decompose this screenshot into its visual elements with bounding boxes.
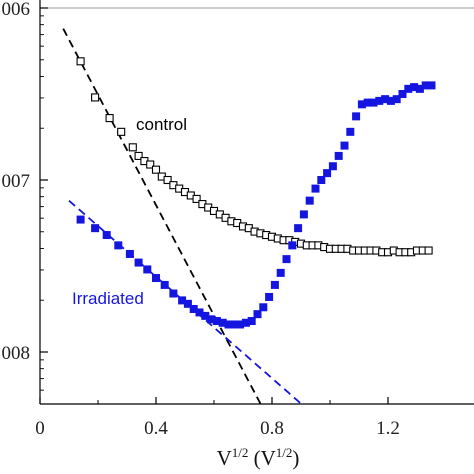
fit-lines xyxy=(62,28,302,405)
x-axis-title-unit-close: ) xyxy=(292,446,299,470)
irradiated-point xyxy=(346,127,355,136)
x-axis-title-sup: 1/2 xyxy=(232,445,249,460)
control-point xyxy=(105,114,114,123)
control-point xyxy=(163,175,172,185)
irradiated-point xyxy=(195,308,204,317)
irradiated-point xyxy=(299,210,308,219)
irradiated-point xyxy=(230,320,239,329)
irradiated-point xyxy=(207,315,216,324)
irradiated-point xyxy=(340,141,349,150)
control-point xyxy=(192,194,201,203)
irradiated-point xyxy=(352,112,361,121)
irradiated-point xyxy=(392,95,401,104)
x-tick-label: 0.4 xyxy=(144,418,168,439)
irradiated-point xyxy=(189,305,198,313)
y-tick-label: 008 xyxy=(2,343,31,364)
irradiated-point xyxy=(317,176,326,184)
annotation-control: control xyxy=(136,115,187,134)
series-irradiated xyxy=(76,81,436,329)
irradiated-point xyxy=(276,268,285,277)
irradiated-point xyxy=(169,289,178,298)
irradiated-point xyxy=(183,299,192,308)
control-point xyxy=(134,151,143,160)
x-axis-title: V1/2 (V1/2) xyxy=(217,445,300,470)
irradiated-point xyxy=(259,303,268,312)
annotation-irradiated: Irradiated xyxy=(72,289,144,308)
irradiated-point xyxy=(294,224,303,233)
irradiated-point xyxy=(410,83,419,92)
irradiated-point xyxy=(305,196,314,205)
irradiated-point xyxy=(125,249,134,258)
irradiated-point xyxy=(282,255,291,264)
irradiated-point xyxy=(241,318,250,327)
irradiated-point xyxy=(334,151,343,160)
x-axis-title-unit-sup: 1/2 xyxy=(276,445,293,460)
irradiated-point xyxy=(224,320,233,329)
control-point xyxy=(151,165,161,174)
control-point xyxy=(146,160,155,169)
fit-line-0 xyxy=(62,28,262,405)
irradiated-point xyxy=(102,231,111,240)
control-point xyxy=(128,143,137,152)
control-point xyxy=(91,93,100,102)
irradiated-point xyxy=(288,241,297,250)
irradiated-point xyxy=(178,296,187,305)
irradiated-point xyxy=(381,95,390,104)
irradiated-point xyxy=(91,224,100,233)
x-axis-title-main: V xyxy=(217,446,232,470)
y-tick-label: 006 xyxy=(2,0,31,20)
y-tick-label: 007 xyxy=(2,171,31,192)
irradiated-point xyxy=(398,90,407,98)
irradiated-point xyxy=(143,265,152,274)
irradiated-point xyxy=(369,98,378,107)
x-axis-ticks: 0 0.4 0.8 1.2 xyxy=(35,397,400,439)
irradiated-point xyxy=(363,98,372,107)
irradiated-point xyxy=(421,81,430,90)
control-point xyxy=(424,246,433,255)
irradiated-point xyxy=(236,320,245,329)
control-point xyxy=(117,127,126,136)
irradiated-point xyxy=(386,96,395,105)
irradiated-point xyxy=(201,311,210,320)
irradiated-point xyxy=(253,310,262,319)
irradiated-point xyxy=(404,84,413,93)
x-axis-title-unit-open: (V xyxy=(248,446,275,470)
irradiated-point xyxy=(247,317,256,326)
x-tick-label: 0.8 xyxy=(260,418,284,439)
irradiated-point xyxy=(152,274,160,283)
irradiated-point xyxy=(134,258,143,267)
irradiated-point xyxy=(427,81,436,90)
irradiated-point xyxy=(265,292,274,301)
irradiated-point xyxy=(114,241,123,250)
x-tick-label: 1.2 xyxy=(376,418,400,439)
irradiated-point xyxy=(328,162,337,171)
x-tick-label: 0 xyxy=(35,418,45,439)
irradiated-point xyxy=(218,318,227,327)
irradiated-point xyxy=(415,84,424,93)
irradiated-point xyxy=(311,184,320,193)
irradiated-point xyxy=(160,280,169,289)
series-control xyxy=(76,57,433,257)
control-point xyxy=(76,57,85,66)
irradiated-point xyxy=(76,215,85,224)
y-axis-ticks: 006 007 008 xyxy=(2,0,48,391)
irradiated-point xyxy=(270,280,279,289)
irradiated-point xyxy=(375,96,384,105)
irradiated-point xyxy=(357,100,366,109)
irradiated-point xyxy=(323,169,332,178)
irradiated-point xyxy=(212,317,221,326)
